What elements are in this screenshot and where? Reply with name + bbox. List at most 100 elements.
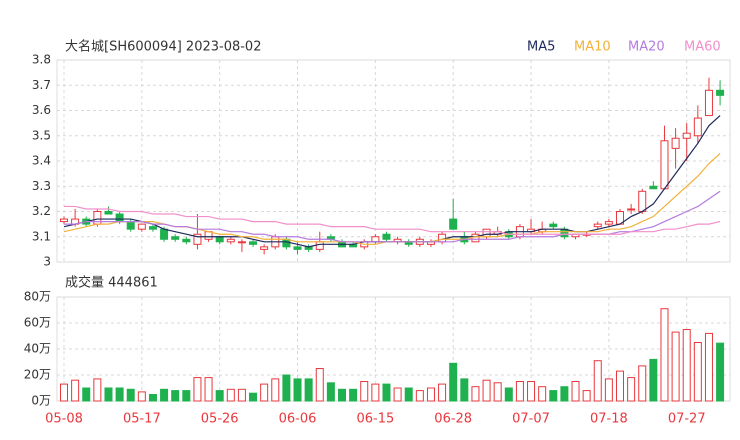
- volume-bar: [193, 377, 202, 402]
- volume-bar: [471, 386, 480, 402]
- ma-line: [64, 205, 721, 235]
- volume-bar: [371, 383, 380, 402]
- volume-bar: [504, 387, 513, 402]
- y-tick-label: 0万: [31, 394, 51, 408]
- y-tick-label: 3: [43, 255, 51, 269]
- candle-body: [604, 221, 613, 225]
- volume-bar: [704, 332, 713, 402]
- volume-bar: [616, 370, 624, 402]
- candle-body: [660, 140, 669, 190]
- volume-bar: [226, 388, 235, 402]
- candle-body: [193, 233, 202, 245]
- volume-bar: [671, 331, 680, 402]
- volume-bar: [282, 374, 291, 402]
- volume-bar: [571, 381, 580, 402]
- candle-body: [382, 233, 391, 240]
- volume-bar: [115, 387, 124, 402]
- volume-bar: [460, 378, 469, 402]
- y-tick-label: 3.6: [32, 103, 51, 117]
- candle-body: [126, 221, 135, 230]
- volume-bar: [60, 383, 68, 402]
- y-tick-label: 80万: [24, 290, 51, 304]
- candle-body: [60, 218, 68, 223]
- volume-bar: [71, 379, 80, 402]
- candle-body: [471, 233, 480, 243]
- x-tick-label: 05-26: [201, 412, 239, 427]
- volume-title: 成交量 444861: [65, 275, 158, 291]
- volume-bar: [582, 390, 591, 402]
- x-tick-label: 07-18: [590, 412, 628, 427]
- y-tick-label: 20万: [24, 368, 51, 382]
- volume-bar: [104, 387, 113, 402]
- y-tick-label: 40万: [24, 342, 51, 356]
- candle-body: [137, 223, 146, 230]
- volume-bar: [215, 390, 224, 402]
- ma-line: [63, 115, 721, 248]
- candle-body: [438, 233, 447, 243]
- y-tick-label: 3.1: [32, 229, 51, 243]
- volume-bar: [326, 382, 335, 402]
- candle-body: [160, 228, 169, 240]
- volume-bar: [82, 387, 91, 402]
- volume-bar: [426, 387, 435, 402]
- candle-body: [482, 228, 491, 238]
- volume-bar: [593, 360, 602, 402]
- candle-body: [371, 236, 380, 243]
- x-tick-label: 05-17: [123, 412, 161, 427]
- candle-body: [693, 117, 702, 137]
- volume-bar: [693, 342, 702, 402]
- legend-label: MA10: [574, 40, 611, 55]
- y-tick-label: 3.8: [32, 53, 51, 67]
- y-tick-label: 3.2: [32, 204, 51, 218]
- candle-body: [638, 190, 647, 213]
- volume-bar: [93, 378, 102, 402]
- candle-body: [182, 238, 191, 243]
- volume-bar: [204, 377, 213, 402]
- candle-body: [104, 211, 113, 215]
- volume-bar: [293, 378, 302, 402]
- legend-label: MA20: [628, 40, 665, 55]
- volume-bar: [393, 387, 402, 402]
- volume-bar: [137, 391, 146, 402]
- candle-body: [115, 213, 124, 223]
- candle-body: [215, 236, 224, 243]
- volume-bar: [638, 365, 647, 402]
- volume-bar: [415, 390, 424, 402]
- candle-body: [671, 137, 680, 149]
- volume-bar: [360, 381, 369, 402]
- x-tick-label: 06-28: [434, 412, 472, 427]
- y-tick-label: 60万: [24, 316, 51, 330]
- volume-bar: [260, 383, 269, 402]
- volume-bar: [148, 394, 157, 402]
- candle-body: [148, 226, 157, 230]
- candle-body: [260, 246, 269, 250]
- volume-bar: [160, 388, 169, 402]
- y-tick-label: 3.4: [32, 154, 51, 168]
- candle-body: [293, 246, 302, 250]
- volume-bar: [493, 382, 502, 402]
- volume-bar: [271, 378, 280, 402]
- candle-body: [449, 218, 458, 230]
- x-tick-label: 06-06: [279, 412, 317, 427]
- candle-body: [704, 89, 713, 117]
- volume-bar: [560, 386, 569, 402]
- volume-bar: [249, 392, 258, 402]
- volume-bar: [527, 381, 536, 402]
- x-tick-label: 07-07: [512, 412, 550, 427]
- volume-bar: [315, 368, 324, 402]
- candle-body: [649, 185, 658, 190]
- x-tick-label: 06-15: [356, 412, 394, 427]
- volume-bar: [649, 358, 658, 402]
- volume-bar: [349, 388, 358, 402]
- volume-bar: [716, 342, 725, 402]
- volume-bar: [627, 377, 636, 402]
- volume-bar: [237, 388, 246, 402]
- y-tick-label: 3.3: [32, 179, 51, 193]
- volume-bar: [171, 390, 180, 402]
- legend-label: MA5: [527, 40, 555, 55]
- volume-bar: [338, 388, 346, 402]
- candle-body: [716, 89, 725, 96]
- x-tick-label: 05-08: [45, 412, 83, 427]
- y-tick-label: 3.7: [32, 78, 51, 92]
